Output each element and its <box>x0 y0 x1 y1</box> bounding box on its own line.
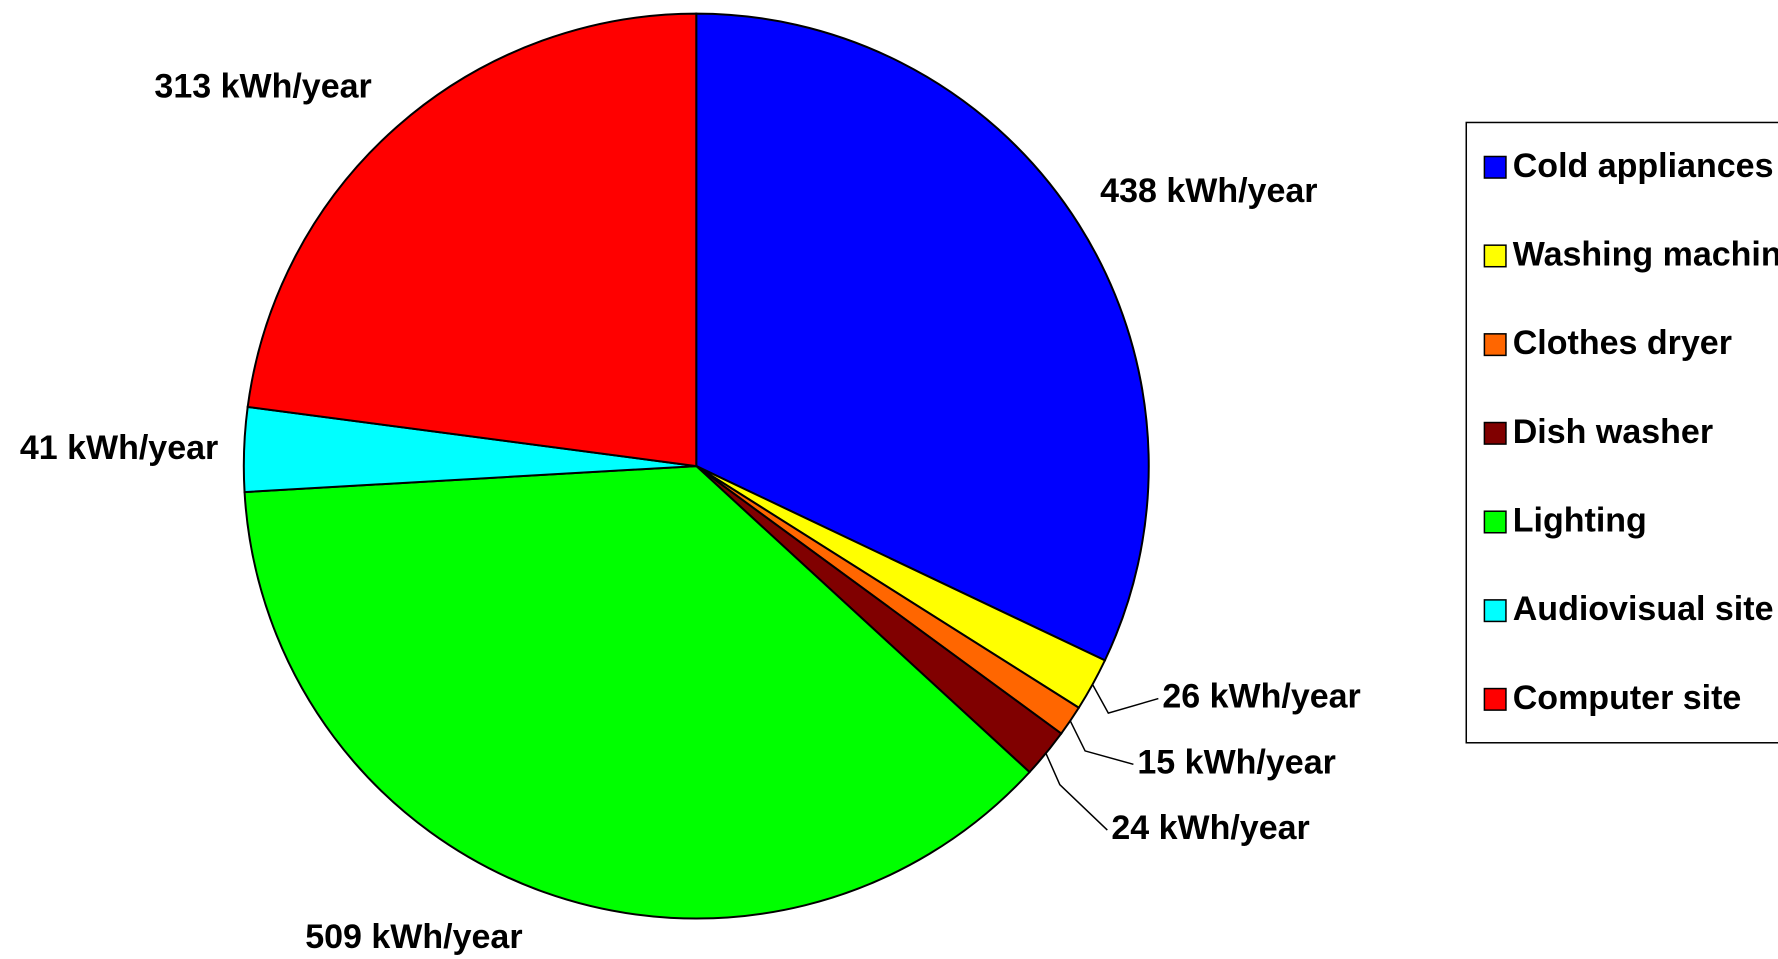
legend-label: Cold appliances <box>1513 147 1774 185</box>
legend-box <box>1465 121 1778 744</box>
legend-swatch <box>1483 244 1507 268</box>
pie-slice <box>246 12 698 468</box>
leader-line <box>1045 752 1108 831</box>
data-label: 41 kWh/year <box>20 429 218 467</box>
legend-label: Lighting <box>1513 502 1647 540</box>
data-label: 26 kWh/year <box>1162 678 1360 716</box>
legend-swatch <box>1483 687 1507 711</box>
legend-label: Dish washer <box>1513 413 1713 451</box>
legend-label: Washing machine <box>1513 235 1778 273</box>
leader-line <box>1091 684 1159 715</box>
legend-swatch <box>1483 599 1507 623</box>
pie-slice <box>695 12 1150 662</box>
data-label: 438 kWh/year <box>1100 172 1317 210</box>
data-label: 24 kWh/year <box>1111 809 1309 847</box>
leader-line <box>1069 720 1134 766</box>
data-label: 313 kWh/year <box>154 67 371 105</box>
legend-swatch <box>1483 155 1507 179</box>
legend-label: Audiovisual site <box>1513 590 1774 628</box>
legend-label: Computer site <box>1513 679 1742 717</box>
pie-slice <box>243 465 1031 920</box>
legend-label: Clothes dryer <box>1513 324 1732 362</box>
legend-swatch <box>1483 333 1507 357</box>
legend-swatch <box>1483 421 1507 445</box>
data-label: 15 kWh/year <box>1137 743 1335 781</box>
legend-swatch <box>1483 510 1507 534</box>
data-label: 509 kWh/year <box>305 918 522 956</box>
